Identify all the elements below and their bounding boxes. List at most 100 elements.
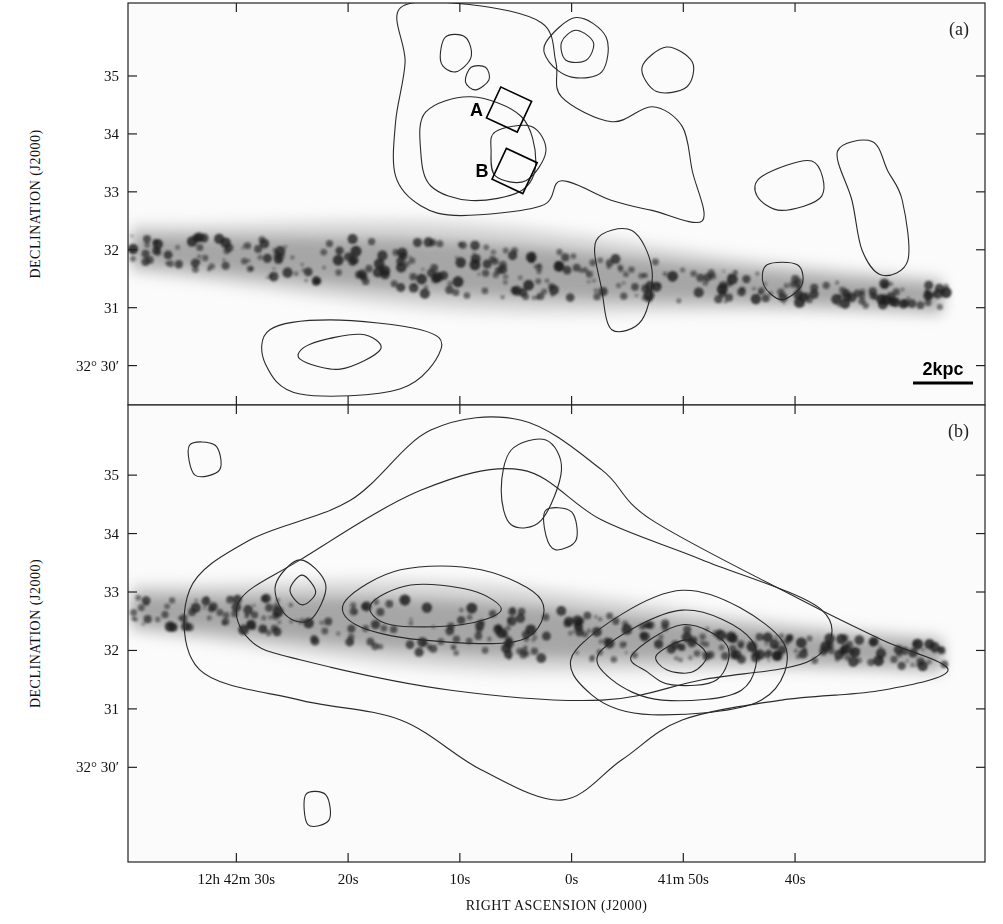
galaxy-disk bbox=[132, 235, 942, 309]
galaxy-knot bbox=[767, 659, 770, 662]
galaxy-knot bbox=[869, 638, 877, 646]
galaxy-knot bbox=[508, 608, 516, 616]
galaxy-knot bbox=[131, 234, 134, 237]
galaxy-knot bbox=[678, 644, 685, 651]
y-tick bbox=[976, 767, 985, 768]
galaxy-knot bbox=[674, 656, 679, 661]
galaxy-knot bbox=[732, 270, 738, 276]
galaxy-knots bbox=[128, 232, 952, 310]
galaxy-knot bbox=[873, 655, 884, 666]
contour bbox=[465, 66, 489, 90]
galaxy-knot bbox=[631, 283, 639, 291]
galaxy-knot bbox=[244, 613, 249, 618]
contour bbox=[597, 610, 757, 701]
galaxy-knot bbox=[186, 623, 194, 631]
x-tick bbox=[459, 3, 460, 12]
galaxy-knot bbox=[856, 658, 862, 664]
y-tick bbox=[128, 591, 137, 592]
galaxy-knot bbox=[196, 244, 203, 251]
x-tick bbox=[236, 405, 237, 414]
galaxy-knot bbox=[937, 304, 943, 310]
galaxy-knot bbox=[924, 639, 934, 649]
galaxy-knot bbox=[303, 618, 314, 629]
galaxy-knot bbox=[564, 617, 574, 627]
x-tick bbox=[794, 396, 795, 405]
galaxy-knot bbox=[587, 280, 591, 284]
x-tick bbox=[459, 853, 460, 862]
galaxy-knot bbox=[345, 638, 354, 647]
galaxy-knot bbox=[758, 287, 765, 294]
galaxy-knot bbox=[241, 258, 248, 265]
galaxy-knot bbox=[508, 654, 511, 657]
plot-area bbox=[128, 405, 985, 862]
galaxy-knot bbox=[678, 658, 683, 663]
panel-label: (a) bbox=[949, 19, 969, 40]
galaxy-knot bbox=[187, 236, 198, 247]
galaxy-knot bbox=[555, 261, 564, 270]
galaxy-knot bbox=[893, 288, 900, 295]
galaxy-knot bbox=[508, 251, 517, 260]
galaxy-knot bbox=[772, 651, 782, 661]
galaxy-knot bbox=[618, 267, 624, 273]
galaxy-knot bbox=[722, 269, 725, 272]
galaxy-knot bbox=[350, 602, 356, 608]
galaxy-knot bbox=[262, 594, 271, 603]
galaxy-knot bbox=[203, 606, 207, 610]
galaxy-knot bbox=[628, 266, 634, 272]
x-tick bbox=[571, 3, 572, 12]
galaxy-knot bbox=[208, 605, 215, 612]
galaxy-knot bbox=[912, 639, 923, 650]
galaxy-knot bbox=[459, 608, 464, 613]
galaxy-knot bbox=[371, 620, 380, 629]
galaxy-knot bbox=[143, 235, 151, 243]
galaxy-knot bbox=[878, 300, 888, 310]
contour bbox=[298, 334, 381, 369]
galaxy-knot bbox=[467, 614, 473, 620]
contour bbox=[544, 17, 608, 78]
x-tick bbox=[794, 853, 795, 862]
y-tick-label: 33 bbox=[104, 584, 119, 600]
x-tick bbox=[236, 396, 237, 405]
galaxy-knot bbox=[503, 280, 508, 285]
galaxy-knot bbox=[128, 244, 138, 254]
x-tick-label: 41m 50s bbox=[658, 871, 709, 887]
x-tick bbox=[348, 3, 349, 12]
galaxy-knot bbox=[594, 288, 598, 292]
y-tick-label: 32° 30′ bbox=[76, 759, 119, 775]
y-tick bbox=[128, 650, 137, 651]
galaxy-halo bbox=[132, 220, 942, 317]
galaxy-knot bbox=[901, 288, 905, 292]
galaxy-knot bbox=[322, 266, 326, 270]
galaxy-disk bbox=[132, 595, 942, 668]
x-tick bbox=[571, 853, 572, 862]
galaxy-knot bbox=[335, 247, 343, 255]
galaxy-knot bbox=[412, 284, 416, 288]
contour bbox=[440, 34, 471, 72]
galaxy-knot bbox=[572, 630, 575, 633]
galaxy-knot bbox=[202, 255, 208, 261]
galaxy-knot bbox=[365, 265, 372, 272]
galaxy-knot bbox=[247, 266, 253, 272]
galaxy-knot bbox=[320, 249, 327, 256]
galaxy-knot bbox=[164, 603, 170, 609]
plot-background bbox=[128, 405, 985, 862]
galaxy-knot bbox=[426, 643, 431, 648]
galaxy-knot bbox=[910, 663, 915, 668]
galaxy-knot bbox=[924, 281, 933, 290]
region-box bbox=[492, 148, 537, 193]
galaxy-knot bbox=[935, 284, 944, 293]
galaxy-knot bbox=[938, 647, 946, 655]
galaxy-knot bbox=[477, 272, 481, 276]
galaxy-knot bbox=[483, 244, 489, 250]
galaxy-knot bbox=[683, 626, 691, 634]
galaxy-knot bbox=[593, 293, 600, 300]
galaxy-knot bbox=[806, 296, 813, 303]
galaxy-knot bbox=[927, 660, 932, 665]
galaxy-knot bbox=[390, 626, 397, 633]
galaxy-knot bbox=[676, 298, 681, 303]
plot-frame bbox=[128, 3, 985, 405]
galaxy-knot bbox=[284, 245, 288, 249]
x-tick bbox=[683, 3, 684, 12]
galaxy-knot bbox=[495, 267, 503, 275]
galaxy-knot bbox=[932, 649, 937, 654]
